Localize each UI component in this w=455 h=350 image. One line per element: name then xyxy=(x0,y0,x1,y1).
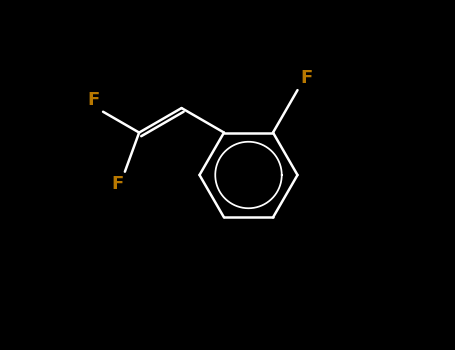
Text: F: F xyxy=(300,69,313,88)
Text: F: F xyxy=(87,91,100,109)
Text: F: F xyxy=(111,175,123,193)
